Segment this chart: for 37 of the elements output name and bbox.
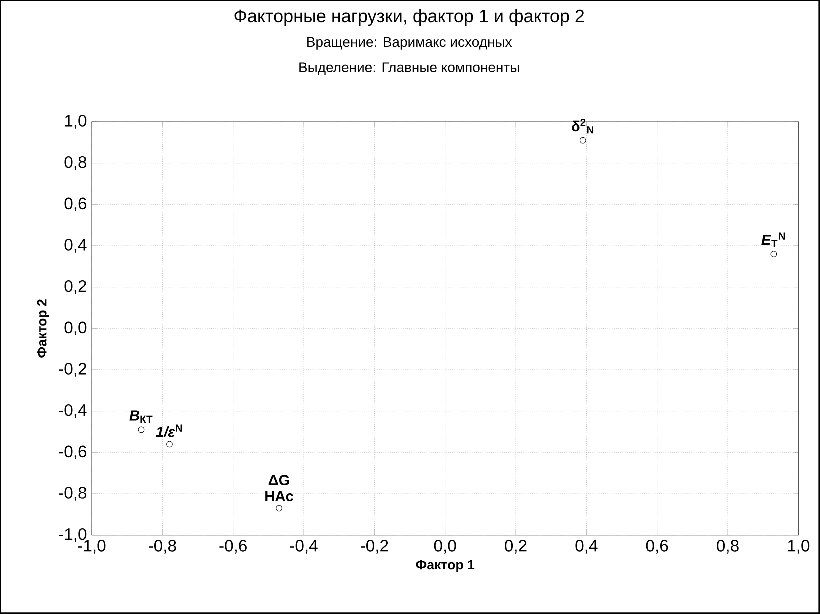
y-tick-label: -0,8 [59,487,87,501]
annotation: ΔG HAc [266,475,294,502]
annotation: δ$^{2}$N [572,119,594,134]
point [166,441,173,448]
y-axis-title: Фактор 2 [37,300,50,358]
y-tick-label: 0,6 [64,198,87,212]
y-tick-label: 1,0 [65,115,87,129]
y-tick-label: -0,2 [59,363,86,377]
x-tick-label: 0,6 [646,540,668,554]
point [580,137,586,144]
y-tick-label: -1,0 [59,528,87,542]
x-tick-label: 0,4 [576,540,598,554]
x-tick-label: 0,0 [434,540,456,554]
chart-subtitle: Вращение: Варимакс исходных [308,37,512,50]
x-tick-label: 0,8 [717,540,739,554]
x-tick-label: -0,8 [149,540,176,554]
annotation: B$_{КТ}$ [130,410,153,423]
x-tick-label: 0,2 [505,540,527,554]
x-tick-label: -1,0 [78,540,106,554]
point [276,505,282,512]
y-tick-label: 0,8 [64,156,87,170]
x-axis-title: Фактор 1 [416,560,475,572]
y-tick-label: -0,6 [59,446,87,460]
annotation: E$_{T}$N [762,232,786,248]
y-tick-label: -0,4 [59,404,87,418]
text: Выделение: Главные компоненты [300,62,520,76]
annotation: 1/ε$^{N}$ [156,424,182,438]
x-tick-label: -0,6 [220,540,247,554]
chart-title: Факторные нагрузки, фактор 1 и фактор 2 [234,9,584,26]
x-tick-label: 1,0 [788,540,810,554]
y-tick-label: 0,4 [64,239,87,253]
point [138,426,145,434]
y-tick-label: 0,2 [64,280,86,294]
point [770,251,778,258]
x-tick-label: -0,4 [290,540,318,554]
x-tick-label: -0,2 [361,540,388,554]
y-tick-label: 0,0 [64,322,87,336]
